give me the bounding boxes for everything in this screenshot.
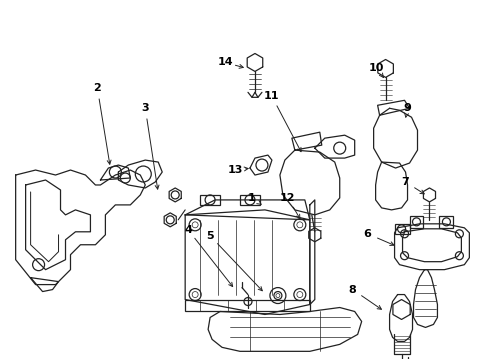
- Bar: [394, 224, 408, 234]
- Bar: [200, 195, 220, 205]
- Text: 7: 7: [401, 177, 408, 187]
- Text: 11: 11: [264, 91, 279, 101]
- Text: 13: 13: [227, 165, 242, 175]
- Bar: [185, 300, 309, 311]
- Text: 3: 3: [141, 103, 149, 113]
- Text: 1: 1: [247, 193, 255, 203]
- Bar: [240, 195, 260, 205]
- Text: 14: 14: [217, 58, 232, 67]
- Text: 5: 5: [206, 231, 213, 241]
- Text: 2: 2: [93, 84, 101, 93]
- Text: 9: 9: [403, 103, 410, 113]
- Text: 8: 8: [348, 284, 356, 294]
- Bar: [439, 216, 452, 228]
- Text: 10: 10: [368, 63, 384, 73]
- Text: 4: 4: [184, 225, 192, 235]
- Bar: [408, 216, 423, 228]
- Text: 6: 6: [363, 229, 371, 239]
- Text: 12: 12: [280, 193, 295, 203]
